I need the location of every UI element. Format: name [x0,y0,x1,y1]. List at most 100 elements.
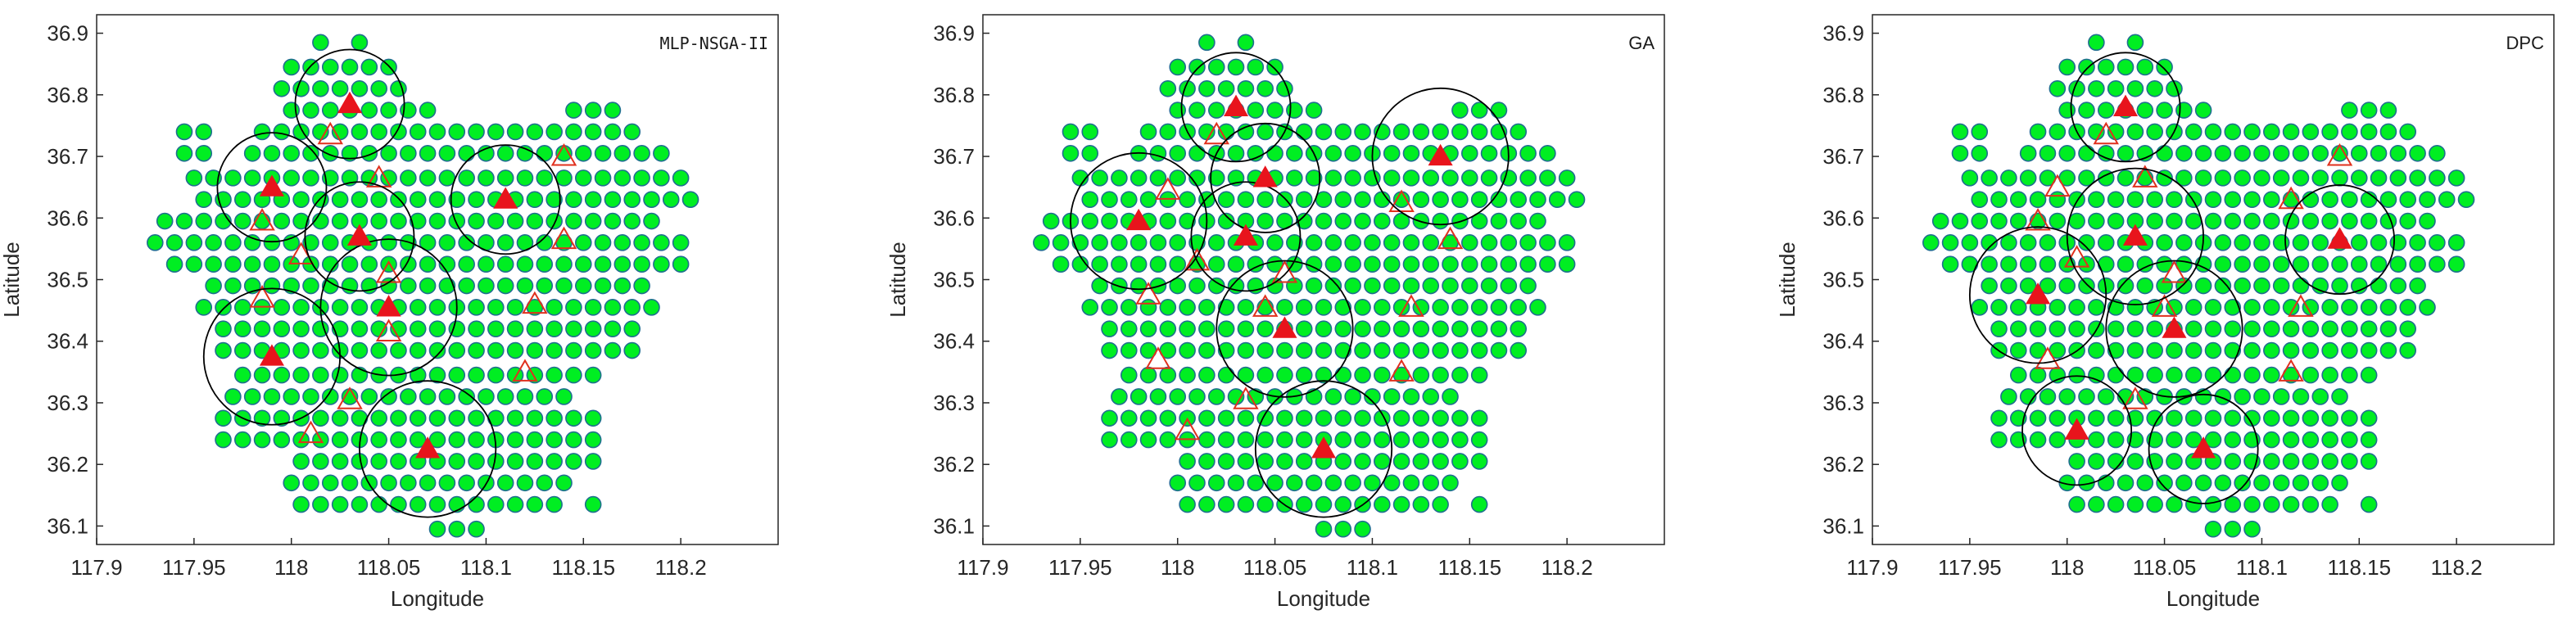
demand-point [1256,341,1274,359]
demand-point [380,474,397,492]
y-tick-label: 36.9 [933,21,975,46]
demand-point [1237,431,1255,449]
candidate-site-triangle [1437,226,1464,250]
demand-point [2253,277,2270,295]
demand-point [2341,102,2358,119]
demand-point [273,212,291,230]
demand-point [1354,453,1371,470]
demand-point [2360,123,2378,141]
demand-point [428,341,446,359]
demand-point [1237,123,1255,141]
demand-point [1266,102,1283,119]
demand-point [185,169,203,187]
demand-point [2341,299,2358,316]
demand-point [2429,234,2446,251]
demand-point [1402,474,1420,492]
y-tick-label: 36.3 [1822,391,1864,415]
demand-point [2292,277,2310,295]
demand-point [263,144,281,162]
demand-point [2146,409,2163,427]
demand-point [390,341,407,359]
y-axis-label: Latitude [885,242,910,318]
demand-point [1295,299,1313,316]
demand-point [1217,299,1235,316]
demand-point [1159,123,1177,141]
demand-point [2097,144,2115,162]
demand-point [2360,102,2378,119]
demand-point [273,320,291,337]
demand-point [496,474,514,492]
demand-point [565,366,582,384]
demand-point [1451,431,1469,449]
demand-point [2331,169,2348,187]
demand-point [1198,79,1216,97]
selected-facility-triangle [259,174,284,197]
candidate-site-triangle [1398,294,1424,317]
demand-point [2399,320,2417,337]
demand-point [243,144,261,162]
demand-point [1130,388,1148,405]
demand-point [283,58,301,76]
demand-point [584,431,602,449]
demand-point [2009,320,2027,337]
demand-point [2224,320,2242,337]
demand-point [2243,366,2261,384]
x-tick-label: 118.2 [1542,555,1593,580]
demand-point [243,255,261,273]
x-tick-label: 118.05 [1243,555,1307,580]
demand-point [2116,255,2135,273]
demand-point [1539,169,1556,187]
demand-point [1442,474,1459,492]
demand-point [409,320,427,337]
demand-point [351,299,369,316]
demand-point [273,123,291,141]
demand-point [2399,299,2417,316]
demand-point [565,341,582,359]
demand-point [506,495,524,513]
y-tick-label: 36.1 [47,513,88,538]
demand-point [1179,495,1196,513]
demand-point [2224,431,2242,449]
demand-point [1402,169,1420,187]
demand-point [2029,409,2047,427]
demand-point [1334,495,1352,513]
demand-point [506,409,524,427]
demand-point [419,255,437,273]
demand-point [2175,234,2193,251]
demand-point [390,409,407,427]
demand-point [2146,212,2163,230]
demand-point [2009,299,2027,316]
demand-point [2409,169,2426,187]
demand-point [1159,79,1177,97]
demand-point [1179,212,1196,230]
demand-point [380,388,397,405]
demand-point [438,277,456,295]
demand-point [2078,388,2095,405]
demand-point [623,299,641,316]
demand-point [2166,191,2183,208]
y-tick-label: 36.9 [47,21,88,46]
demand-point [1207,388,1225,405]
demand-point [321,474,339,492]
demand-point [428,495,446,513]
demand-point [1392,212,1410,230]
demand-point [438,234,456,251]
demand-point [1227,474,1245,492]
demand-point [633,277,650,295]
demand-point [2341,212,2358,230]
demand-point [2000,234,2017,251]
demand-point [2156,234,2173,251]
demand-point [1383,169,1401,187]
demand-point [2282,191,2300,208]
demand-point [448,520,466,538]
demand-point [2399,123,2417,141]
demand-point [2243,341,2261,359]
demand-point [292,453,310,470]
demand-point [1159,409,1177,427]
x-tick-label: 118.2 [2431,555,2483,580]
demand-point [1315,409,1333,427]
demand-point [224,388,242,405]
demand-point [2184,123,2203,141]
demand-point [2214,388,2232,405]
demand-point [2457,191,2475,208]
